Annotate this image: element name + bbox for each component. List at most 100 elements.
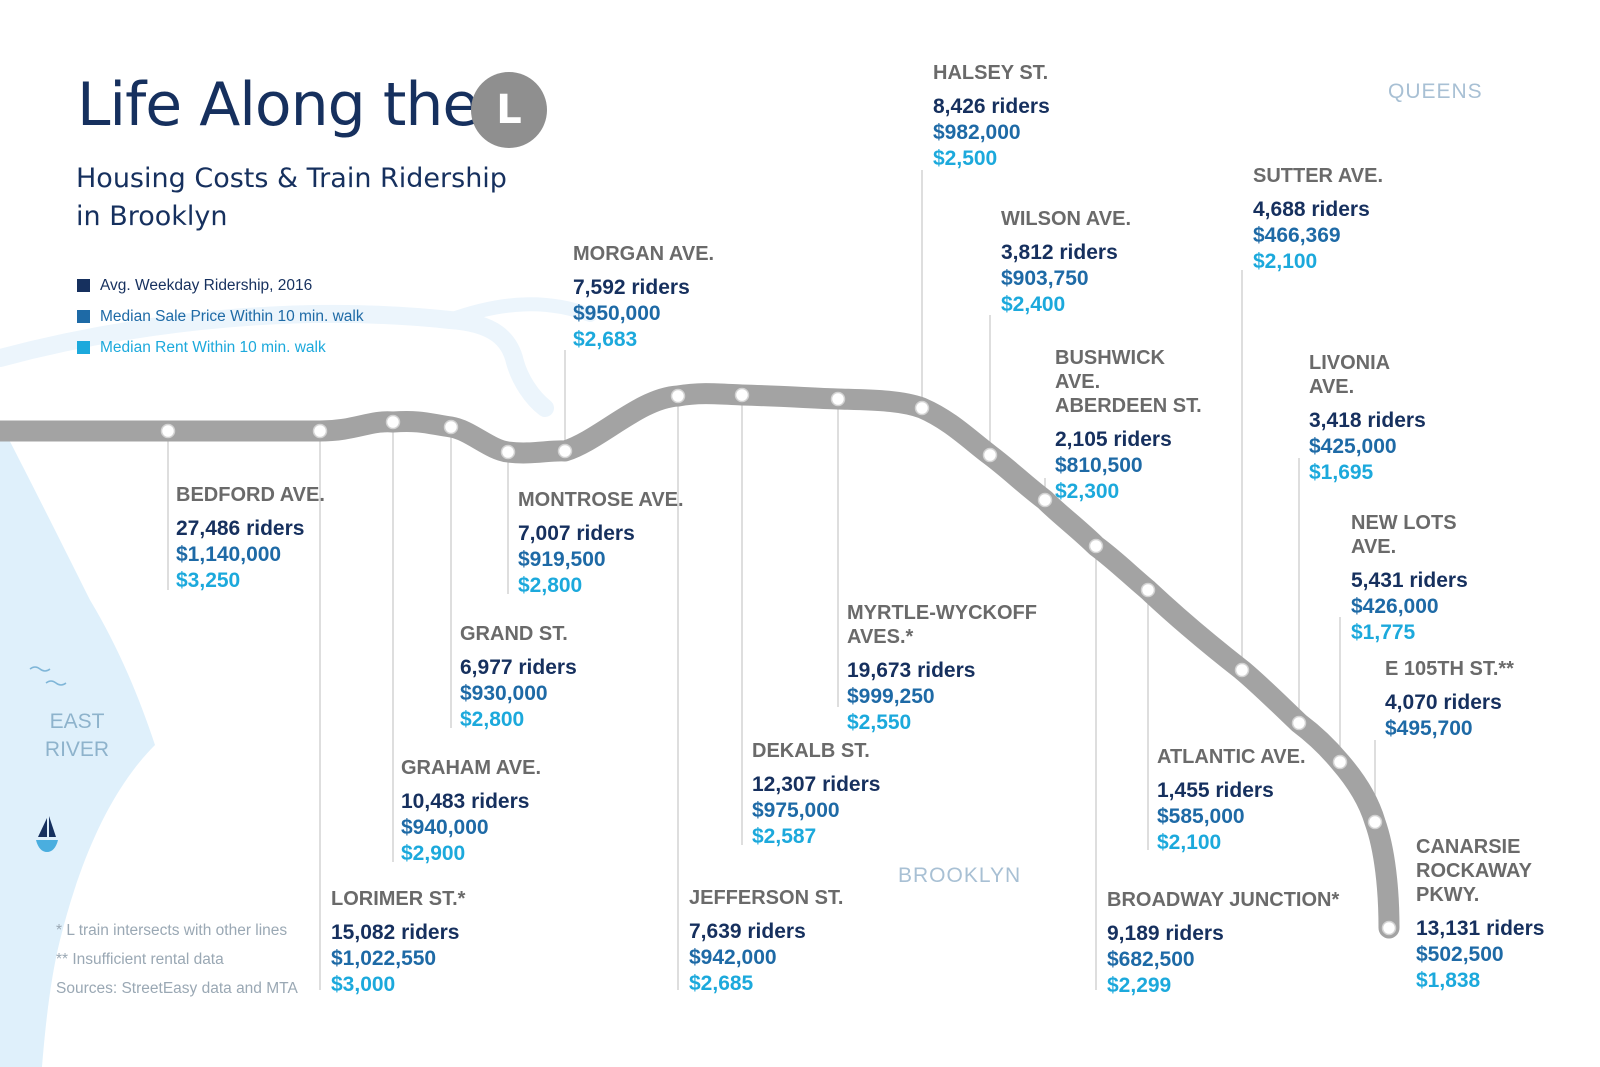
station-stop (160, 423, 176, 439)
station-name: DEKALB ST. (752, 740, 870, 762)
station-label: SUTTER AVE. 4,688 riders $466,369 $2,100 (1253, 164, 1383, 275)
station-stop (734, 387, 750, 403)
station-sale-price: $942,000 (689, 946, 777, 969)
station-stop (914, 400, 930, 416)
station-label: MORGAN AVE. 7,592 riders $950,000 $2,683 (573, 242, 723, 353)
station-stop (443, 419, 459, 435)
station-ridership: 1,455 riders (1157, 779, 1274, 802)
station-ridership: 2,105 riders (1055, 428, 1172, 451)
station-label: GRAND ST. 6,977 riders $930,000 $2,800 (460, 622, 620, 733)
station-name: HALSEY ST. (933, 62, 1049, 84)
station-stop (1234, 662, 1250, 678)
station-stops (160, 387, 1397, 936)
station-rent: $2,900 (401, 842, 466, 865)
station-label: BROADWAY JUNCTION* 9,189 riders $682,500 $2… (1107, 888, 1347, 999)
station-ridership: 13,131 riders (1416, 917, 1545, 940)
station-rent: $2,400 (1001, 293, 1066, 316)
station-sale-price: $425,000 (1309, 435, 1397, 458)
station-rent: $2,800 (460, 708, 525, 731)
station-name: E 105TH ST.** (1385, 658, 1514, 680)
legend-label: Median Rent Within 10 min. walk (100, 338, 326, 356)
station-rent: $3,000 (331, 973, 396, 996)
station-ridership: 8,426 riders (933, 95, 1050, 118)
station-sale-price: $999,250 (847, 685, 935, 708)
station-rent: $1,838 (1416, 969, 1481, 992)
station-label: LIVONIA AVE. 3,418 riders $425,000 $1,695 (1309, 351, 1439, 486)
station-label: NEW LOTS AVE. 5,431 riders $426,000 $1,775 (1351, 511, 1501, 646)
station-ridership: 27,486 riders (176, 517, 305, 540)
station-stop (385, 414, 401, 430)
station-stop (557, 443, 573, 459)
station-rent: $2,550 (847, 711, 912, 734)
station-label: LORIMER ST.* 15,082 riders $1,022,550 $3,00… (331, 887, 491, 998)
station-name: JEFFERSON ST. (689, 887, 844, 909)
station-ridership: 9,189 riders (1107, 922, 1224, 945)
station-rent: $2,685 (689, 972, 754, 995)
station-label: ATLANTIC AVE. 1,455 riders $585,000 $2,100 (1157, 745, 1307, 856)
page-title: Life Along the (77, 70, 479, 140)
station-sale-price: $810,500 (1055, 454, 1143, 477)
station-name: NEW LOTS AVE. (1351, 512, 1457, 558)
station-sale-price: $940,000 (401, 816, 489, 839)
station-rent: $2,100 (1157, 831, 1222, 854)
station-name: MORGAN AVE. (573, 243, 715, 265)
station-rent: $1,695 (1309, 461, 1374, 484)
station-stop (1332, 754, 1348, 770)
station-rent: $2,683 (573, 328, 638, 351)
legend-item-rent: Median Rent Within 10 min. walk (77, 332, 364, 363)
station-sale-price: $919,500 (518, 548, 606, 571)
legend: Avg. Weekday Ridership, 2016 Median Sale… (77, 270, 364, 363)
station-ridership: 7,007 riders (518, 522, 635, 545)
station-sale-price: $1,140,000 (176, 543, 282, 566)
legend-swatch (77, 341, 90, 354)
water-ripple (45, 680, 67, 686)
station-ridership: 7,639 riders (689, 920, 806, 943)
page-subtitle: Housing Costs & Train Ridership in Brook… (76, 163, 507, 232)
legend-swatch (77, 310, 90, 323)
station-name: CANARSIE ROCKAWAY PKWY. (1416, 836, 1532, 906)
east-river-water (0, 430, 155, 1067)
station-ridership: 3,812 riders (1001, 241, 1118, 264)
legend-swatch (77, 279, 90, 292)
station-stop (312, 423, 328, 439)
station-label: HALSEY ST. 8,426 riders $982,000 $2,500 (933, 61, 1063, 172)
station-stop (1140, 582, 1156, 598)
l-line-badge: L (471, 72, 547, 148)
station-stop (982, 447, 998, 463)
station-name: ATLANTIC AVE. (1157, 746, 1306, 768)
footnote-sources: Sources: StreetEasy data and MTA (56, 980, 298, 997)
station-label: DEKALB ST. 12,307 riders $975,000 $2,587 (752, 739, 912, 850)
station-sale-price: $1,022,550 (331, 947, 437, 970)
station-name: GRAHAM AVE. (401, 757, 541, 779)
station-sale-price: $585,000 (1157, 805, 1245, 828)
station-rent: $2,500 (933, 147, 998, 170)
footnote-rental: ** Insufficient rental data (56, 951, 224, 968)
station-sale-price: $930,000 (460, 682, 548, 705)
station-stop (670, 388, 686, 404)
station-name: GRAND ST. (460, 623, 568, 645)
station-sale-price: $950,000 (573, 302, 661, 325)
queens-label: QUEENS (1388, 80, 1483, 103)
station-label: BEDFORD AVE. 27,486 riders $1,140,000 $3,25… (176, 483, 336, 594)
station-name: LIVONIA AVE. (1309, 352, 1390, 398)
station-ridership: 19,673 riders (847, 659, 976, 682)
station-sale-price: $982,000 (933, 121, 1021, 144)
legend-item-ridership: Avg. Weekday Ridership, 2016 (77, 270, 364, 301)
legend-label: Avg. Weekday Ridership, 2016 (100, 276, 313, 294)
brooklyn-label: BROOKLYN (898, 864, 1022, 887)
east-river-label: EAST RIVER (44, 710, 110, 761)
water-ripple (29, 666, 51, 672)
station-rent: $2,299 (1107, 974, 1172, 997)
station-ridership: 3,418 riders (1309, 409, 1426, 432)
station-label: JEFFERSON ST. 7,639 riders $942,000 $2,685 (689, 886, 849, 997)
station-name: MYRTLE-WYCKOFF AVES.* (847, 602, 1037, 648)
station-ridership: 5,431 riders (1351, 569, 1468, 592)
station-stop (1291, 715, 1307, 731)
station-stop (500, 444, 516, 460)
station-name: BEDFORD AVE. (176, 484, 325, 506)
station-sale-price: $426,000 (1351, 595, 1439, 618)
station-stop (1088, 538, 1104, 554)
station-sale-price: $466,369 (1253, 224, 1341, 247)
station-rent: $2,587 (752, 825, 817, 848)
station-label: GRAHAM AVE. 10,483 riders $940,000 $2,900 (401, 756, 561, 867)
